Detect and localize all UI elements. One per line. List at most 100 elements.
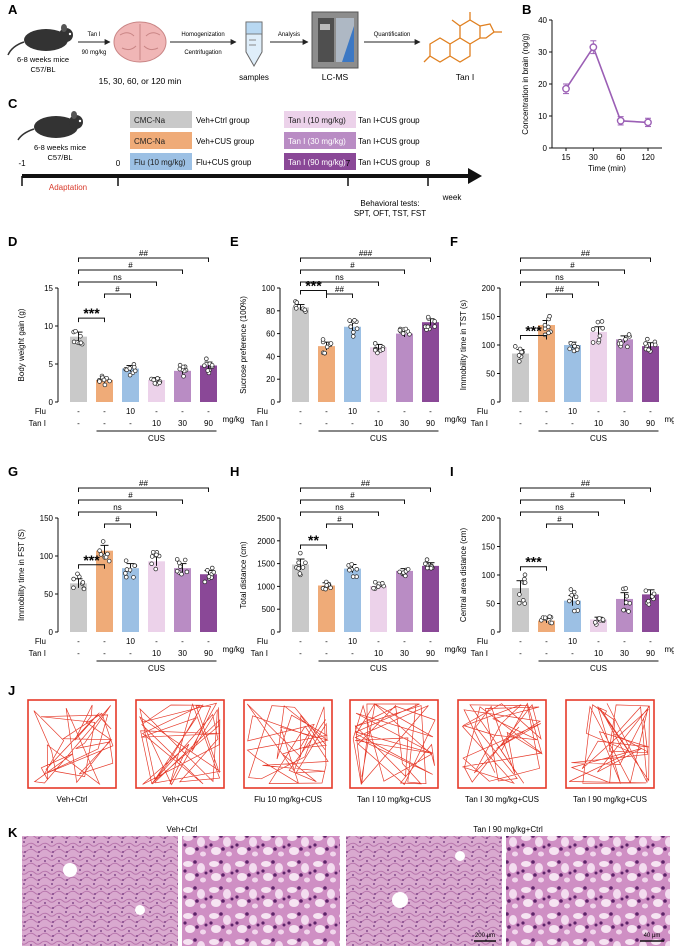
- bar-tan-i-30: [174, 568, 191, 632]
- tan-row-label: Tan I: [251, 649, 268, 658]
- data-point: [127, 366, 133, 371]
- track-label: Flu 10 mg/kg+CUS: [254, 795, 322, 804]
- tan-dose: 10: [374, 419, 383, 428]
- y-tick-label: 2000: [257, 537, 275, 546]
- dose-unit: mg/kg: [665, 645, 674, 654]
- bar-tan-i-30: [396, 333, 413, 402]
- data-point: [373, 579, 378, 585]
- dose-bottom: 90 mg/kg: [82, 50, 107, 56]
- mouse-icon: [7, 24, 73, 56]
- y-tick-label: 100: [40, 552, 54, 561]
- movement-path: [246, 703, 329, 784]
- y-tick-label: 5: [49, 360, 54, 369]
- tan-dose: 30: [620, 419, 629, 428]
- data-point: [211, 570, 217, 575]
- data-point: [625, 344, 630, 350]
- track-label: Veh+Ctrl: [57, 795, 88, 804]
- x-tick-label: 30: [589, 153, 598, 162]
- data-point: [371, 585, 376, 591]
- group-box-label: CMC-Na: [134, 137, 166, 146]
- lcms-label: LC-MS: [322, 72, 349, 82]
- significance-label: #: [350, 491, 355, 500]
- data-point: [626, 332, 632, 337]
- timeline-tick-label: -1: [18, 159, 26, 168]
- significance-label: **: [308, 532, 319, 548]
- data-point: [423, 561, 428, 567]
- movement-path: [33, 704, 114, 786]
- week-label: week: [442, 193, 463, 202]
- significance-bracket: [78, 564, 105, 569]
- central-vein: [135, 905, 145, 915]
- y-tick-label: 100: [262, 284, 276, 293]
- flu-dose: -: [545, 637, 548, 646]
- dose-unit: mg/kg: [665, 415, 674, 424]
- data-point: [372, 347, 378, 353]
- bar-veh-ctrl: [292, 564, 309, 632]
- bar-tan-i-90: [642, 346, 659, 402]
- flu-dose: -: [429, 407, 432, 416]
- y-tick-label: 60: [266, 330, 275, 339]
- significance-label: #: [128, 261, 133, 270]
- data-point: [81, 586, 87, 592]
- data-point: [132, 364, 137, 370]
- significance-label: #: [570, 261, 575, 270]
- data-point: [177, 366, 183, 372]
- data-point: [513, 344, 518, 349]
- significance-label: #: [557, 515, 562, 524]
- y-tick-label: 10: [538, 112, 547, 121]
- flu-dose: -: [181, 637, 184, 646]
- y-axis-label: Central area distance (cm): [459, 528, 468, 623]
- group-label: Tan I+CUS group: [358, 116, 420, 125]
- track-plot: Tan I 90 mg/kg+CUS: [565, 699, 655, 804]
- mouse-label-2: C57/BL: [47, 153, 72, 162]
- data-point: [618, 341, 624, 346]
- y-tick-label: 1000: [257, 582, 275, 591]
- data-point: [572, 608, 577, 614]
- y-tick-label: 0: [271, 628, 276, 637]
- flu-dose: -: [155, 637, 158, 646]
- significance-bracket: [78, 499, 183, 504]
- significance-label: ns: [113, 273, 121, 282]
- molecule-structure-icon: [423, 12, 502, 63]
- data-point: [209, 565, 215, 571]
- data-point: [397, 569, 402, 575]
- flu-row-label: Flu: [257, 637, 268, 646]
- bar-flu-10: [122, 568, 139, 632]
- bar-veh-cus: [318, 346, 335, 402]
- y-tick-label: 150: [482, 543, 496, 552]
- data-point: [546, 324, 551, 330]
- group-color-box: [130, 153, 192, 170]
- bar-tan-i-10: [148, 561, 165, 632]
- flu-dose: -: [377, 637, 380, 646]
- tan-dose: -: [325, 649, 328, 658]
- arena-border: [565, 699, 655, 789]
- data-point: [324, 583, 329, 588]
- significance-label: ***: [305, 278, 322, 294]
- flu-dose: -: [155, 407, 158, 416]
- data-point: [600, 617, 606, 622]
- flu-dose: -: [181, 407, 184, 416]
- data-point: [102, 382, 108, 388]
- data-point: [644, 118, 652, 127]
- significance-bracket: [300, 544, 327, 550]
- y-axis-label: Immobility time in TST (s): [459, 299, 468, 390]
- flu-dose: -: [403, 407, 406, 416]
- significance-label: #: [115, 285, 120, 294]
- tan-dose: -: [103, 419, 106, 428]
- flu-dose: -: [597, 407, 600, 416]
- panel-label-i: I: [450, 464, 454, 479]
- flu-dose: -: [377, 407, 380, 416]
- tan-dose: -: [571, 649, 574, 658]
- significance-label: ##: [581, 249, 590, 258]
- data-point: [347, 318, 352, 323]
- tan-dose: -: [545, 419, 548, 428]
- data-point: [98, 552, 104, 557]
- data-point: [549, 620, 554, 626]
- data-point: [154, 552, 159, 558]
- data-point: [590, 327, 596, 332]
- data-point: [303, 560, 308, 565]
- data-point: [600, 325, 605, 331]
- flu-dose: -: [519, 407, 522, 416]
- flu-dose: 10: [348, 637, 357, 646]
